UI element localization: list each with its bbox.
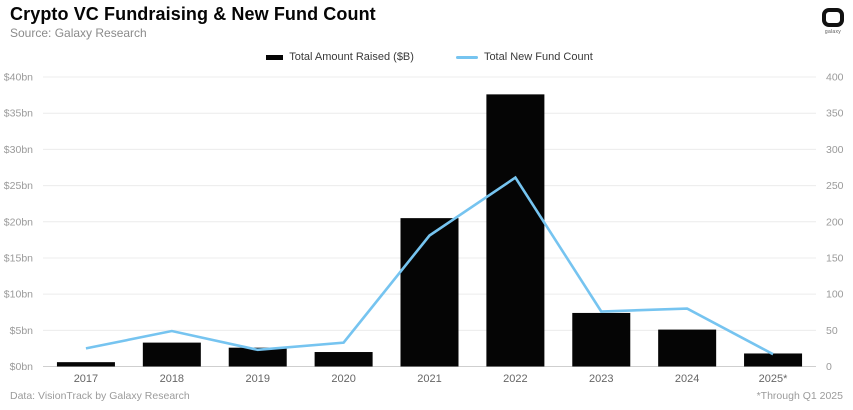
right-axis-tick-label: 50 — [826, 325, 838, 337]
x-axis-label-2023: 2023 — [589, 373, 613, 385]
left-axis-tick-label: $15bn — [4, 252, 33, 264]
left-axis-tick-label: $30bn — [4, 144, 33, 156]
chart-legend: Total Amount Raised ($B) Total New Fund … — [43, 51, 816, 63]
x-axis-label-2022: 2022 — [503, 373, 527, 385]
fund-count-line[interactable] — [85, 175, 774, 356]
bar-2023[interactable] — [572, 312, 631, 367]
bar-2022[interactable] — [486, 94, 545, 367]
left-axis-tick-label: $25bn — [4, 180, 33, 192]
galaxy-logo-icon — [822, 8, 844, 27]
right-axis-tick-label: 400 — [826, 72, 844, 84]
footnote-through-q1-2025: *Through Q1 2025 — [756, 390, 843, 402]
right-axis-tick-label: 150 — [826, 252, 844, 264]
x-axis-label-2017: 2017 — [74, 373, 98, 385]
chart-source: Source: Galaxy Research — [10, 26, 147, 40]
bar-2020[interactable] — [314, 352, 373, 367]
bar-2017[interactable] — [56, 362, 115, 367]
line-swatch-icon — [455, 55, 478, 59]
x-axis-label-2018: 2018 — [160, 373, 184, 385]
right-axis-tick-label: 0 — [826, 361, 832, 373]
right-axis-tick-label: 300 — [826, 144, 844, 156]
legend-item-amount-raised[interactable]: Total Amount Raised ($B) — [266, 51, 414, 63]
legend-item-fund-count[interactable]: Total New Fund Count — [455, 51, 593, 63]
legend-label-amount-raised: Total Amount Raised ($B) — [289, 51, 414, 63]
right-axis-tick-label: 350 — [826, 108, 844, 120]
bar-2024[interactable] — [658, 329, 717, 367]
left-axis-tick-label: $35bn — [4, 108, 33, 120]
x-axis-label-2020: 2020 — [331, 373, 355, 385]
x-axis-label-2019: 2019 — [245, 373, 269, 385]
right-axis-tick-label: 200 — [826, 216, 844, 228]
x-axis-label-2021: 2021 — [417, 373, 441, 385]
data-attribution: Data: VisionTrack by Galaxy Research — [10, 390, 190, 402]
x-axis-label-2025: 2025* — [759, 373, 788, 385]
left-axis-tick-label: $0bn — [10, 361, 34, 373]
left-axis-tick-label: $5bn — [10, 325, 34, 337]
page-title: Crypto VC Fundraising & New Fund Count — [10, 4, 376, 24]
left-axis-tick-label: $20bn — [4, 216, 33, 228]
bar-2021[interactable] — [400, 218, 459, 367]
legend-label-fund-count: Total New Fund Count — [483, 51, 593, 63]
right-axis-tick-label: 100 — [826, 289, 844, 301]
right-axis-tick-label: 250 — [826, 180, 844, 192]
galaxy-logo-wordmark: galaxy — [824, 29, 842, 35]
bar-2025[interactable] — [744, 353, 803, 367]
left-axis-tick-label: $10bn — [4, 289, 33, 301]
bar-2018[interactable] — [142, 342, 201, 367]
galaxy-logo: galaxy — [822, 8, 844, 35]
bar-swatch-icon — [266, 54, 284, 60]
left-axis-tick-label: $40bn — [4, 72, 33, 84]
x-axis-label-2024: 2024 — [675, 373, 699, 385]
bar-2019[interactable] — [228, 347, 287, 367]
